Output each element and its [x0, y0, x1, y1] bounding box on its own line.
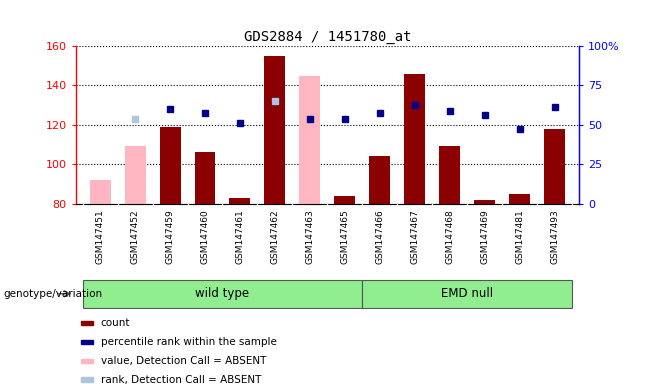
Bar	[230, 198, 251, 204]
Text: GSM147468: GSM147468	[445, 210, 454, 264]
Text: GSM147461: GSM147461	[236, 210, 245, 264]
Bar	[404, 74, 425, 204]
Text: percentile rank within the sample: percentile rank within the sample	[101, 337, 277, 347]
Text: GSM147452: GSM147452	[130, 210, 139, 264]
Bar	[369, 156, 390, 204]
Bar	[299, 76, 320, 204]
Bar	[81, 340, 93, 344]
Text: genotype/variation: genotype/variation	[3, 289, 103, 299]
Text: GSM147459: GSM147459	[166, 210, 174, 264]
Bar	[509, 194, 530, 204]
Text: GSM147493: GSM147493	[550, 210, 559, 264]
Bar	[195, 152, 216, 204]
Bar	[439, 146, 460, 204]
Bar	[474, 200, 495, 204]
Text: EMD null: EMD null	[441, 286, 494, 300]
Text: GSM147460: GSM147460	[201, 210, 209, 264]
Bar	[544, 129, 565, 204]
Bar	[265, 56, 286, 204]
Bar	[159, 127, 180, 204]
Text: GSM147451: GSM147451	[95, 210, 105, 264]
Text: GSM147465: GSM147465	[340, 210, 349, 264]
Text: GSM147466: GSM147466	[375, 210, 384, 264]
Text: value, Detection Call = ABSENT: value, Detection Call = ABSENT	[101, 356, 266, 366]
Bar	[81, 377, 93, 382]
Bar	[124, 146, 145, 204]
Bar	[81, 321, 93, 325]
Bar	[363, 280, 572, 308]
Bar	[334, 196, 355, 204]
Title: GDS2884 / 1451780_at: GDS2884 / 1451780_at	[243, 30, 411, 44]
Bar	[89, 180, 111, 204]
Text: GSM147463: GSM147463	[305, 210, 315, 264]
Text: count: count	[101, 318, 130, 328]
Bar	[81, 359, 93, 363]
Text: GSM147469: GSM147469	[480, 210, 489, 264]
Text: GSM147481: GSM147481	[515, 210, 524, 264]
Text: GSM147467: GSM147467	[410, 210, 419, 264]
Bar	[83, 280, 363, 308]
Text: GSM147462: GSM147462	[270, 210, 280, 264]
Text: wild type: wild type	[195, 286, 249, 300]
Text: rank, Detection Call = ABSENT: rank, Detection Call = ABSENT	[101, 374, 261, 384]
